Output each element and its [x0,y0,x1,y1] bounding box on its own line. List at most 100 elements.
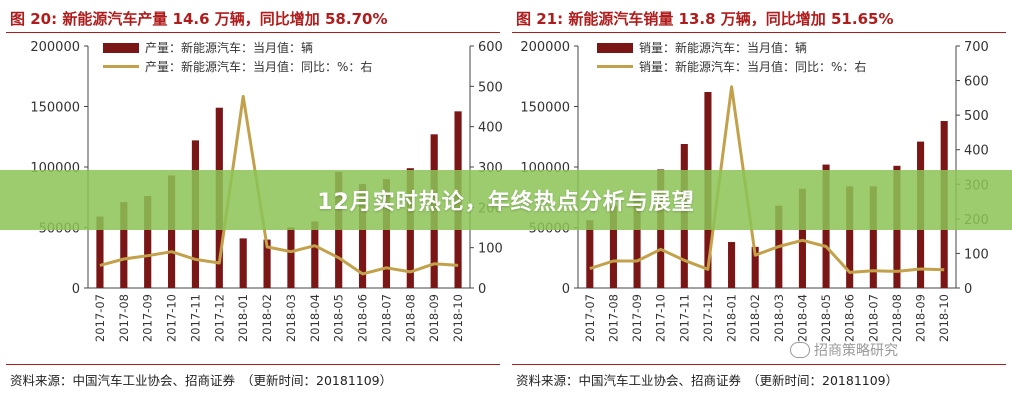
x-tick-label: 2018-01 [725,294,739,342]
x-tick-label: 2018-01 [236,294,250,342]
x-tick-label: 2018-02 [748,294,762,342]
x-tick-label: 2018-06 [356,294,370,342]
x-tick-label: 2018-07 [866,294,880,342]
source-label: 资料来源：中国汽车工业协会、招商证券 [516,373,742,388]
x-tick-label: 2018-09 [427,294,441,342]
y2-tick-label: 600 [478,40,503,55]
title-divider [512,32,1006,33]
x-tick-label: 2017-12 [212,294,226,342]
x-tick-label: 2018-05 [819,294,833,342]
bar [287,227,295,288]
x-tick-label: 2017-08 [606,294,620,342]
x-tick-label: 2017-07 [93,294,107,342]
x-tick-label: 2018-08 [403,294,417,342]
chart-legend: 销量：新能源汽车：当月值：辆 销量：新能源汽车：当月值：同比：%：右 [597,38,866,76]
source-note: 资料来源：中国汽车工业协会、招商证券 （更新时间：20181109） [516,370,898,389]
watermark: 招商策略研究 [790,340,898,360]
update-time: （更新时间：20181109） [241,373,393,388]
x-tick-label: 2018-04 [308,294,322,342]
source-divider [512,364,1006,365]
legend-label: 产量：新能源汽车：当月值：同比：%：右 [145,60,373,74]
legend-label: 产量：新能源汽车：当月值：辆 [145,41,314,55]
x-tick-label: 2018-04 [795,294,809,342]
bar [120,202,128,288]
legend-label: 销量：新能源汽车：当月值：同比：%：右 [639,60,867,74]
bar [728,242,736,288]
chart-title: 图 20: 新能源汽车产量 14.6 万辆，同比增加 58.70% [10,10,388,28]
bar [609,205,617,288]
legend-swatch-line [103,65,139,68]
x-tick-label: 2018-02 [260,294,274,342]
y-tick-label: 150000 [520,101,570,116]
y2-tick-label: 100 [964,247,989,262]
bar [144,196,152,288]
legend-swatch-bar [597,42,633,53]
legend-item-line: 销量：新能源汽车：当月值：同比：%：右 [597,57,866,76]
y-tick-label: 0 [562,282,570,297]
x-tick-label: 2018-03 [772,294,786,342]
bar [239,238,247,288]
x-tick-label: 2018-03 [284,294,298,342]
x-tick-label: 2017-11 [677,294,691,342]
source-note: 资料来源：中国汽车工业协会、招商证券 （更新时间：20181109） [10,370,392,389]
legend-swatch-line [597,65,633,68]
x-tick-label: 2017-11 [188,294,202,342]
bar [633,193,641,288]
y-tick-label: 200000 [520,40,570,55]
y2-tick-label: 700 [964,40,989,55]
x-tick-label: 2017-10 [165,294,179,342]
legend-item-bars: 产量：新能源汽车：当月值：辆 [103,38,372,57]
x-tick-label: 2018-05 [332,294,346,342]
chart-title: 图 21: 新能源汽车销量 13.8 万辆，同比增加 51.65% [516,10,894,28]
y2-tick-label: 500 [964,109,989,124]
x-tick-label: 2017-07 [583,294,597,342]
x-tick-label: 2018-06 [843,294,857,342]
x-tick-label: 2017-09 [141,294,155,342]
y-tick-label: 0 [72,282,80,297]
wechat-icon [790,342,810,358]
x-tick-label: 2018-10 [451,294,465,342]
y-tick-label: 150000 [30,101,80,116]
y2-tick-label: 100 [478,242,503,257]
bar [586,220,594,288]
x-tick-label: 2017-12 [701,294,715,342]
bar [311,221,319,288]
watermark-text: 招商策略研究 [814,343,898,359]
title-divider [6,32,500,33]
y2-tick-label: 0 [964,282,972,297]
x-tick-label: 2017-09 [630,294,644,342]
x-tick-label: 2017-08 [117,294,131,342]
banner-text: 12月实时热论，年终热点分析与展望 [317,190,695,215]
update-time: （更新时间：20181109） [747,373,899,388]
y2-tick-label: 400 [964,144,989,159]
y-tick-label: 200000 [30,40,80,55]
yoy-line [589,85,945,274]
source-divider [6,364,500,365]
source-label: 资料来源：中国汽车工业协会、招商证券 [10,373,236,388]
bar [263,239,271,288]
x-tick-label: 2018-08 [890,294,904,342]
x-tick-label: 2018-09 [914,294,928,342]
chart-panel-sales: 图 21: 新能源汽车销量 13.8 万辆，同比增加 51.65% 050000… [506,0,1012,400]
bar [358,183,367,288]
legend-item-line: 产量：新能源汽车：当月值：同比：%：右 [103,57,372,76]
legend-swatch-bar [103,42,139,53]
y2-tick-label: 500 [478,80,503,95]
bar [96,216,104,288]
yoy-line [99,94,459,276]
chart-legend: 产量：新能源汽车：当月值：辆 产量：新能源汽车：当月值：同比：%：右 [103,38,372,76]
x-tick-label: 2018-07 [379,294,393,342]
headline-banner[interactable]: 12月实时热论，年终热点分析与展望 [0,170,1012,230]
x-tick-label: 2018-10 [937,294,951,342]
bar [798,188,806,288]
bar [846,186,854,288]
legend-label: 销量：新能源汽车：当月值：辆 [639,41,808,55]
y2-tick-label: 400 [478,121,503,136]
x-tick-label: 2017-10 [654,294,668,342]
y2-tick-label: 600 [964,75,989,90]
bar [751,246,759,288]
legend-item-bars: 销量：新能源汽车：当月值：辆 [597,38,866,57]
bar [167,175,176,288]
bar [382,179,391,288]
bar [869,186,877,288]
